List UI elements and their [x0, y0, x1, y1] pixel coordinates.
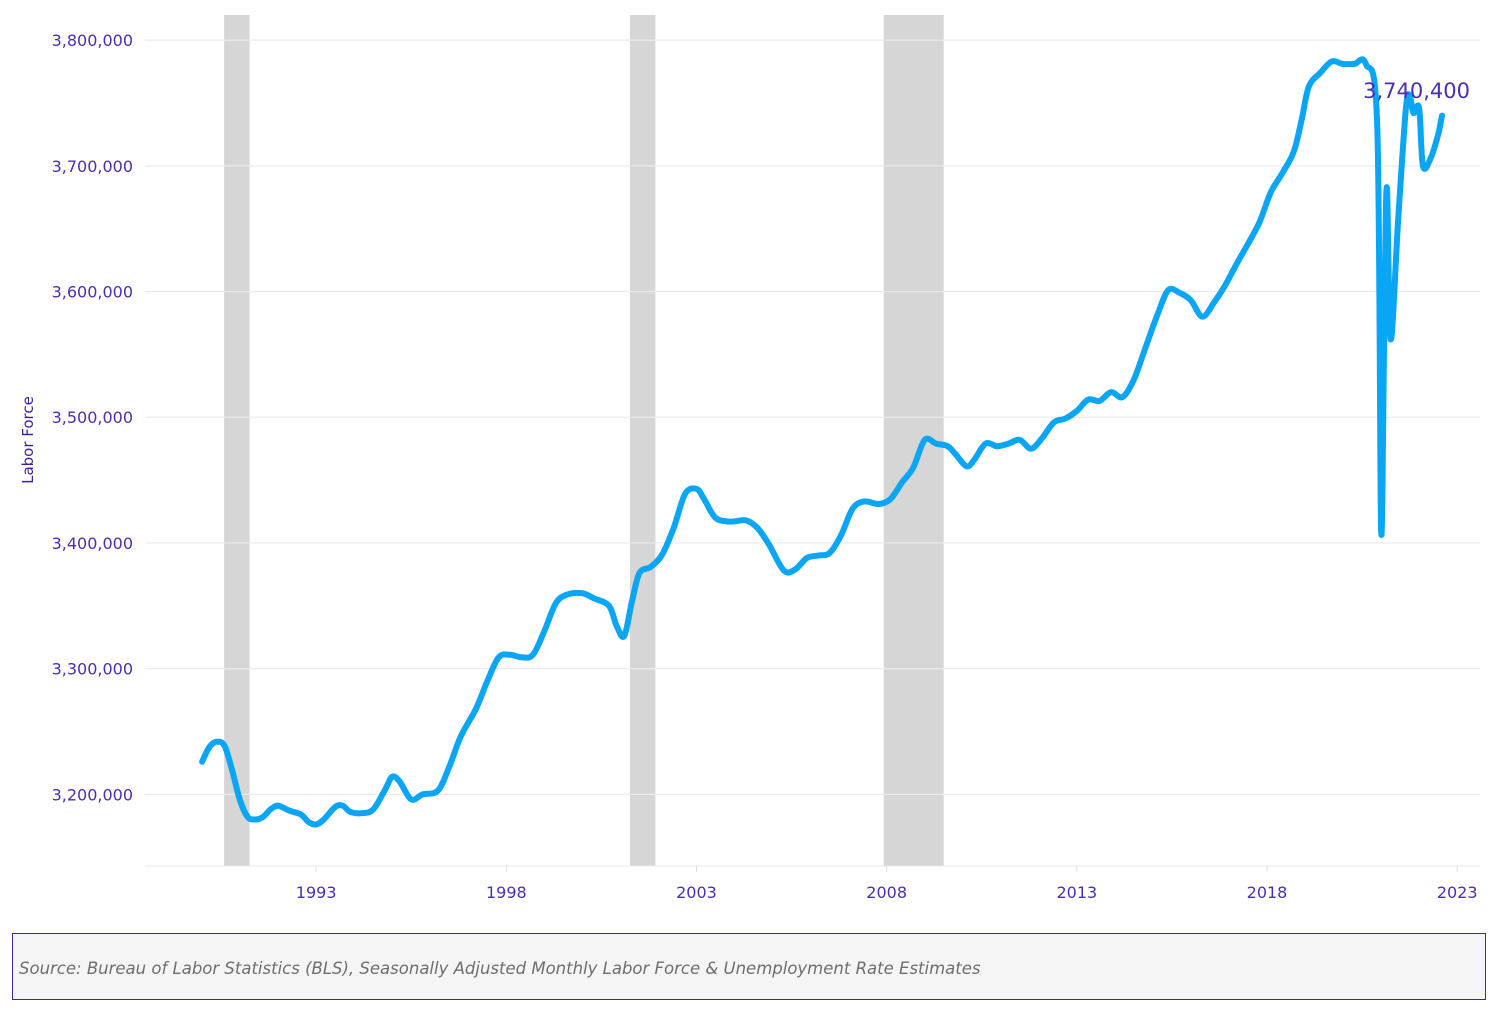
y-axis-label: Labor Force	[19, 396, 37, 484]
x-axis-ticks: 1993 1998 2003 2008 2013 2018 2023	[296, 866, 1478, 902]
y-tick-label: 3,800,000	[52, 31, 133, 50]
source-footer: Source: Bureau of Labor Statistics (BLS)…	[12, 933, 1486, 1000]
x-tick-label: 2013	[1056, 883, 1097, 902]
recession-bands	[224, 15, 944, 866]
x-tick-label: 2023	[1437, 883, 1478, 902]
series-lines	[199, 56, 1445, 828]
recession-band-1	[629, 15, 656, 866]
y-tick-label: 3,500,000	[52, 408, 133, 427]
labor-force-chart: 1993 1998 2003 2008 2013 2018 2023 3,200,0003,…	[19, 15, 1480, 902]
y-axis-ticks: 3,200,000 3,300,000 3,400,000 3,500,000 3,60…	[52, 31, 133, 804]
source-text: Source: Bureau of Labor Statistics (BLS)…	[19, 959, 981, 978]
gridlines	[145, 39, 1480, 795]
x-tick-label: 1998	[486, 883, 527, 902]
series-line-0	[199, 56, 1445, 828]
x-tick-label: 2003	[676, 883, 717, 902]
y-tick-label: 3,600,000	[52, 283, 133, 302]
x-tick-label: 2008	[866, 883, 907, 902]
y-tick-label: 3,200,000	[52, 785, 133, 804]
y-tick-label: 3,700,000	[52, 157, 133, 176]
x-tick-label: 2018	[1247, 883, 1288, 902]
x-tick-label: 1993	[296, 883, 337, 902]
y-tick-label: 3,300,000	[52, 660, 133, 679]
last-value-label: 3,740,400	[1363, 79, 1470, 103]
y-tick-label: 3,400,000	[52, 534, 133, 553]
recession-band-0	[224, 15, 250, 866]
